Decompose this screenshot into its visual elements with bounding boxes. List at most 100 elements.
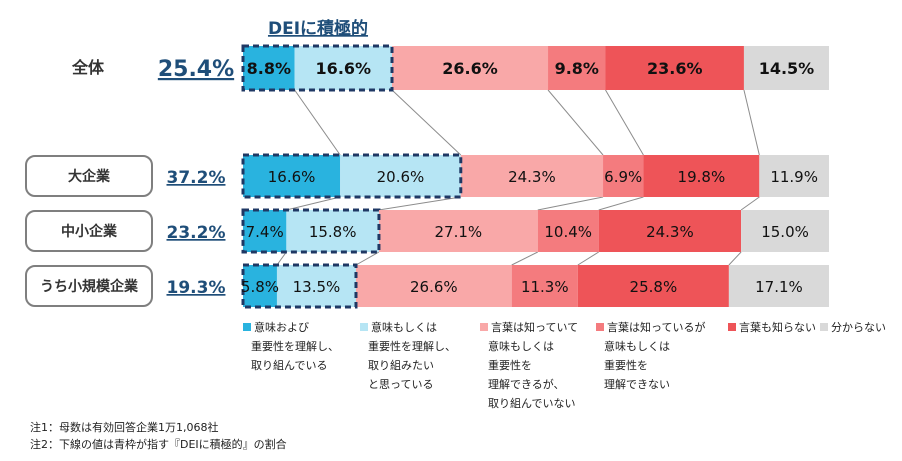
connector-line [598,196,644,211]
legend-label: 言葉は知っていて [491,320,578,334]
value-label: 15.0% [761,223,809,241]
connector-lines [276,89,760,266]
highlight-boxes [241,44,463,309]
value-label: 26.6% [442,59,498,78]
category-label: 大企業 [68,168,111,185]
legend-swatch [480,323,488,331]
highlight-total: 19.3% [167,278,226,298]
row-labels: 全体 25.4% 大企業 37.2% 中小企業 23.2% うち小規模企業 19.3% [25,57,234,307]
value-label: 24.3% [646,223,694,241]
highlight-total: 25.4% [158,57,234,82]
connector-line [511,251,538,266]
highlight-box [241,208,381,254]
category-box [25,265,153,307]
bar-segment [511,265,578,307]
value-labels: 8.8% 16.6% 26.6% 9.8% 23.6% 14.5% 16.6% 20.6% 24… [241,59,818,296]
connector-line [605,89,644,156]
legend-label: 重要性を理解し、 [368,339,456,353]
value-label: 24.3% [508,168,556,186]
value-label: 5.8% [241,278,279,296]
bar-segment [743,46,829,90]
value-label: 10.4% [544,223,592,241]
bar-segment [243,155,341,197]
value-label: 11.9% [770,168,818,186]
category-label: 全体 [71,58,105,77]
bar-segment [243,265,277,307]
value-label: 16.6% [316,59,372,78]
bar-segment [460,155,604,197]
bar-segment [378,210,538,252]
value-label: 13.5% [293,278,341,296]
footnote-2: 注2：下線の値は青枠が指す『DEIに積極的』の割合 [30,438,287,451]
legend: 意味および重要性を理解し、取り組んでいる意味もしくは重要性を理解し、取り組みたい… [243,320,886,410]
value-label: 6.9% [604,168,642,186]
connector-line [743,89,760,156]
bar-segment [391,46,549,90]
category-box [25,155,153,197]
category-label: 中小企業 [61,223,118,240]
legend-label: 取り組みたい [368,359,434,372]
bar-segments [243,46,829,307]
legend-swatch [820,323,828,331]
connector-line [378,196,461,211]
value-label: 15.8% [309,223,357,241]
bar-segment [286,210,379,252]
value-label: 17.1% [755,278,803,296]
highlight-total: 23.2% [167,223,226,243]
connector-line [740,196,760,211]
bar-segment [537,210,599,252]
legend-label: 重要性を理解し、 [251,339,339,353]
bar-segment [577,265,729,307]
connector-line [728,251,742,266]
value-label: 11.3% [521,278,569,296]
connector-line [577,251,599,266]
legend-label: 意味および [254,320,309,334]
legend-label: 重要性を [604,358,648,372]
connector-line [286,196,341,211]
connector-line [537,196,604,211]
value-label: 19.8% [678,168,726,186]
connector-line [355,251,380,266]
legend-swatch [596,323,604,331]
bar-segment [294,46,392,90]
bar-segment [643,155,760,197]
value-label: 23.6% [647,59,703,78]
bar-segment [741,210,829,252]
legend-swatch [728,323,736,331]
legend-label: と思っている [368,378,433,391]
legend-label: 意味もしくは [604,339,670,353]
bar-segment [728,265,829,307]
bar-segment [759,155,829,197]
legend-label: 分からない [831,321,886,334]
legend-label: 理解できるが、 [488,377,565,391]
connector-line [294,89,341,156]
category-label: うち小規模企業 [40,278,139,295]
value-label: 26.6% [410,278,458,296]
connector-line [276,251,287,266]
value-label: 8.8% [247,59,291,78]
legend-label: 重要性を [488,358,532,372]
bar-segment [243,46,295,90]
highlight-total: 37.2% [167,168,226,188]
legend-swatch [360,323,368,331]
bar-segment [340,155,461,197]
bar-segment [243,210,287,252]
value-label: 20.6% [377,168,425,186]
highlight-box [241,44,394,92]
value-label: 7.4% [246,223,284,241]
legend-label: 意味もしくは [488,339,554,353]
bar-segment [355,265,512,307]
value-label: 16.6% [268,168,316,186]
bar-segment [276,265,356,307]
bar-segment [605,46,744,90]
legend-label: 言葉も知らない [739,320,816,334]
value-label: 25.8% [630,278,678,296]
legend-label: 理解できない [604,377,670,391]
connector-line [391,89,462,156]
category-box [25,210,153,252]
legend-label: 取り組んでいない [488,397,575,410]
value-label: 9.8% [555,59,599,78]
value-label: 14.5% [759,59,815,78]
footnote-1: 注1：母数は有効回答企業1万1,068社 [30,421,219,434]
highlight-title: DEIに積極的 [268,18,368,39]
